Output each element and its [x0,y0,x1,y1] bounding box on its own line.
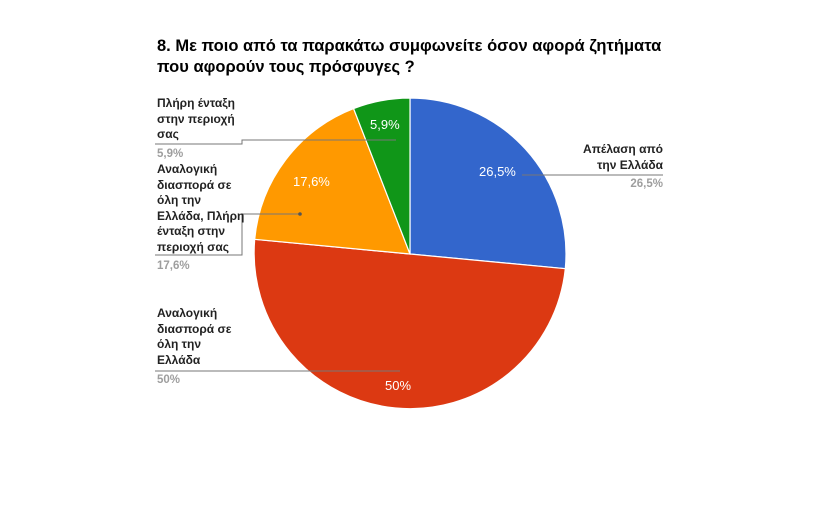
label-line: ένταξη στην [157,224,226,238]
slice-proportional[interactable] [253,238,566,410]
label-line: στην περιοχή [157,111,235,126]
label-integration: Πλήρη ένταξη στην περιοχή σας [157,96,235,143]
label-line: διασπορά σε [157,321,232,336]
slice-label-integration: 5,9% [370,117,400,132]
label-line: περιοχή σας [157,239,229,254]
label-line: όλη την [157,337,202,351]
label-line: διασπορά σε [157,177,232,192]
chart-title-line-2: που αφορούν τους πρόσφυγες ? [157,58,415,76]
label-line: Ελλάδα, Πλήρη [157,208,245,223]
label-line: σας [157,127,179,141]
chart-title-line-1: 8. Με ποιο από τα παρακάτω συμφωνείτε όσ… [157,37,662,55]
label-line: Ελλάδα [157,352,201,367]
slice-label-deportation: 26,5% [479,164,516,179]
leader-line-integration [155,139,396,145]
label-line: Αναλογική [157,162,218,176]
label-line: όλη την [157,193,202,207]
chart-title: 8. Με ποιο από τα παρακάτω συμφωνείτε όσ… [157,36,677,78]
slice-label-both: 17,6% [293,174,330,189]
slice-both[interactable] [254,107,411,255]
pct-integration: 5,9% [157,148,184,160]
leader-line-both [155,213,300,256]
label-line: την Ελλάδα [597,157,663,172]
pct-deportation: 26,5% [630,178,663,190]
label-line: Πλήρη ένταξη [157,96,235,110]
pct-proportional: 50% [157,374,181,386]
leader-dot-both [298,212,302,216]
slice-integration[interactable] [352,97,411,255]
label-line: Απέλαση από [583,142,663,156]
slice-deportation[interactable] [409,97,567,270]
label-deportation: Απέλαση από την Ελλάδα [563,142,663,173]
label-line: Αναλογική [157,306,218,320]
pct-both: 17,6% [157,260,190,272]
label-proportional: Αναλογική διασπορά σε όλη την Ελλάδα [157,306,231,368]
label-both: Αναλογική διασπορά σε όλη την Ελλάδα, Πλ… [157,162,244,255]
slice-label-proportional: 50% [385,378,412,393]
